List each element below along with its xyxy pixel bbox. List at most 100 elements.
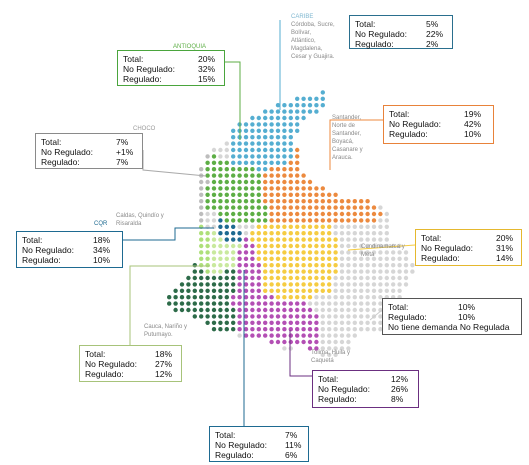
map-dots (167, 90, 415, 357)
map-dot-santander (288, 205, 293, 210)
map-dot-cundinamarca (314, 282, 319, 287)
map-dot-santander (314, 192, 319, 197)
map-dot-oriente (320, 314, 325, 319)
map-dot-cundinamarca (301, 295, 306, 300)
map-dot-valle (205, 263, 210, 268)
map-dot-santander (320, 186, 325, 191)
map-dot-caribe (250, 128, 255, 133)
map-dot-antioquia (243, 173, 249, 178)
map-dot-santander (282, 179, 287, 185)
map-dot-cundinamarca (275, 237, 281, 242)
map-dot-santander (365, 199, 370, 204)
map-dot-oriente (339, 256, 345, 261)
map-dot-oriente (333, 282, 338, 287)
map-dot-valle (218, 250, 223, 255)
map-dot-cauca (186, 288, 191, 293)
map-dot-oriente (224, 154, 229, 159)
map-dot-caribe (275, 115, 281, 121)
map-dot-tolima (314, 314, 319, 319)
map-dot-oriente (339, 231, 345, 236)
map-dot-cundinamarca (288, 288, 293, 293)
map-dot-oriente (320, 307, 325, 313)
map-dot-caribe (250, 160, 255, 165)
map-dot-oriente (339, 250, 345, 255)
map-dot-oriente (205, 211, 210, 217)
map-dot-tolima (243, 263, 249, 268)
map-dot-oriente (384, 237, 389, 242)
map-dot-oriente (327, 320, 332, 325)
map-dot-santander (275, 199, 281, 204)
map-dot-antioquia (224, 199, 229, 204)
map-dot-oriente (391, 288, 396, 293)
map-dot-caribe (256, 167, 261, 172)
map-dot-tolima (269, 301, 274, 306)
stat-row-no-regulado: No Regulado: 11% (215, 440, 303, 450)
map-dot-oriente (346, 256, 351, 261)
map-dot-tolima (282, 327, 287, 332)
map-dot-santander (365, 211, 370, 217)
map-dot-cundinamarca (320, 231, 325, 236)
leader-line (369, 309, 383, 321)
map-dot-oriente (371, 295, 377, 300)
map-dot-antioquia (205, 160, 210, 165)
map-dot-cundinamarca (288, 237, 293, 242)
map-dot-caribe (288, 103, 293, 108)
map-dot-oriente (384, 250, 389, 255)
map-dot-oriente (237, 333, 242, 338)
map-dot-oriente (352, 250, 357, 255)
map-dot-valle (205, 250, 210, 255)
map-dot-oriente (397, 282, 402, 287)
map-dot-cundinamarca (307, 256, 313, 261)
stat-value: 7% (116, 157, 129, 167)
map-dot-oriente (314, 301, 319, 306)
map-dot-tolima (314, 333, 319, 338)
map-dot-cundinamarca (256, 237, 261, 242)
map-dot-oriente (359, 314, 364, 319)
map-dot-santander (301, 199, 306, 204)
caribe-stats-box: Total: 5% No Regulado: 22% Regulado: 2% (349, 15, 453, 49)
map-dot-cundinamarca (320, 237, 325, 242)
map-dot-santander (314, 186, 319, 191)
map-dot-cundinamarca (307, 295, 313, 300)
map-dot-cundinamarca (288, 250, 293, 255)
map-dot-cundinamarca (320, 275, 325, 281)
map-dot-oriente (410, 269, 415, 274)
map-dot-oriente (224, 141, 229, 146)
leader-lines (123, 20, 416, 426)
map-dot-oriente (378, 250, 383, 255)
map-dot-tolima (288, 301, 293, 306)
map-dot-santander (307, 211, 313, 217)
map-dot-tolima (263, 301, 268, 306)
map-dot-cundinamarca (333, 243, 338, 249)
map-dot-caribe (256, 141, 261, 146)
stat-value: 7% (116, 137, 129, 147)
map-dot-cundinamarca (269, 269, 274, 274)
map-dot-cauca (231, 327, 236, 332)
map-dot-santander (365, 205, 370, 210)
map-dot-tolima (237, 256, 242, 261)
map-dot-oriente (371, 307, 377, 313)
map-dot-cundinamarca (327, 269, 332, 274)
map-dot-caribe (237, 141, 242, 146)
map-dot-valle (205, 231, 210, 236)
map-dot-oriente (391, 275, 396, 281)
map-dot-cauca (199, 295, 204, 300)
map-dot-cundinamarca (301, 263, 306, 268)
map-dot-oriente (365, 307, 370, 313)
map-dot-oriente (378, 218, 383, 223)
map-dot-cundinamarca (327, 237, 332, 242)
map-dot-cundinamarca (282, 288, 287, 293)
map-dot-cauca (211, 320, 217, 325)
map-dot-tolima (269, 307, 274, 313)
map-dot-santander (282, 186, 287, 191)
map-dot-oriente (359, 237, 364, 242)
map-dot-tolima (243, 243, 249, 249)
map-dot-antioquia (250, 211, 255, 217)
map-dot-caribe (301, 109, 306, 114)
map-dot-tolima (256, 301, 261, 306)
stat-label: Total: (215, 430, 236, 440)
map-dot-caribe (275, 122, 281, 127)
map-dot-santander (282, 199, 287, 204)
map-dot-valle (205, 237, 210, 242)
stat-row-total: Total: 19% (389, 109, 488, 119)
